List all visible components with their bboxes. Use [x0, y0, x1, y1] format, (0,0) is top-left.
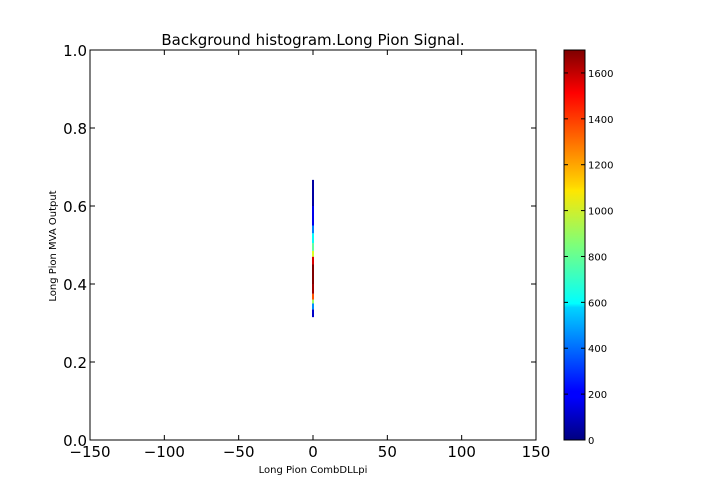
colorbar-tick-label: 800	[588, 252, 607, 263]
x-tick-label: −100	[144, 443, 185, 461]
x-tick-label: −50	[223, 443, 255, 461]
colorbar-tick-label: 400	[588, 344, 607, 355]
y-tick-label: 1.0	[63, 42, 87, 60]
heatmap-cell	[312, 225, 314, 234]
colorbar-tick-label: 200	[588, 390, 607, 401]
heatmap-cell	[312, 303, 314, 310]
heatmap-cell	[312, 284, 314, 294]
heatmap-cell	[312, 293, 314, 300]
y-axis-label: Long Pion MVA Output	[48, 190, 59, 301]
heatmap-cell	[312, 264, 314, 284]
heatmap-cell	[312, 309, 314, 318]
colorbar-ticks: 0 200 400 600 800 1000 1200 1400 1600	[564, 69, 613, 447]
colorbar	[563, 49, 586, 441]
chart-title: Background histogram.Long Pion Signal.	[161, 31, 464, 49]
x-axis-ticks: −150 −100 −50 0 50 100 150	[69, 50, 550, 461]
x-tick-label: 150	[522, 443, 551, 461]
x-axis-label: Long Pion CombDLLpi	[259, 465, 368, 476]
x-tick-label: 100	[447, 443, 476, 461]
heatmap-cells	[312, 179, 314, 318]
y-tick-label: 0.8	[63, 120, 87, 138]
y-tick-label: 0.4	[63, 276, 87, 294]
heatmap-cell	[312, 206, 314, 226]
colorbar-tick-label: 0	[588, 436, 594, 447]
y-tick-label: 0.6	[63, 198, 87, 216]
colorbar-tick-label: 1400	[588, 115, 613, 126]
heatmap-cell	[312, 299, 314, 304]
colorbar-tick-label: 1000	[588, 207, 613, 218]
colorbar-tick-label: 600	[588, 298, 607, 309]
colorbar-tick-label: 1600	[588, 69, 613, 80]
x-tick-label: 50	[378, 443, 397, 461]
x-tick-label: 0	[308, 443, 318, 461]
x-tick-label: −150	[69, 443, 110, 461]
y-axis-ticks: 0.0 0.2 0.4 0.6 0.8 1.0	[63, 42, 536, 450]
heatmap-cell	[312, 256, 314, 265]
y-tick-label: 0.2	[63, 354, 87, 372]
y-tick-label: 0.0	[63, 432, 87, 450]
heatmap-cell	[312, 243, 314, 251]
heatmap-cell	[312, 250, 314, 257]
colorbar-tick-label: 1200	[588, 161, 613, 172]
heatmap-cell	[312, 233, 314, 244]
heatmap-cell	[312, 179, 314, 206]
